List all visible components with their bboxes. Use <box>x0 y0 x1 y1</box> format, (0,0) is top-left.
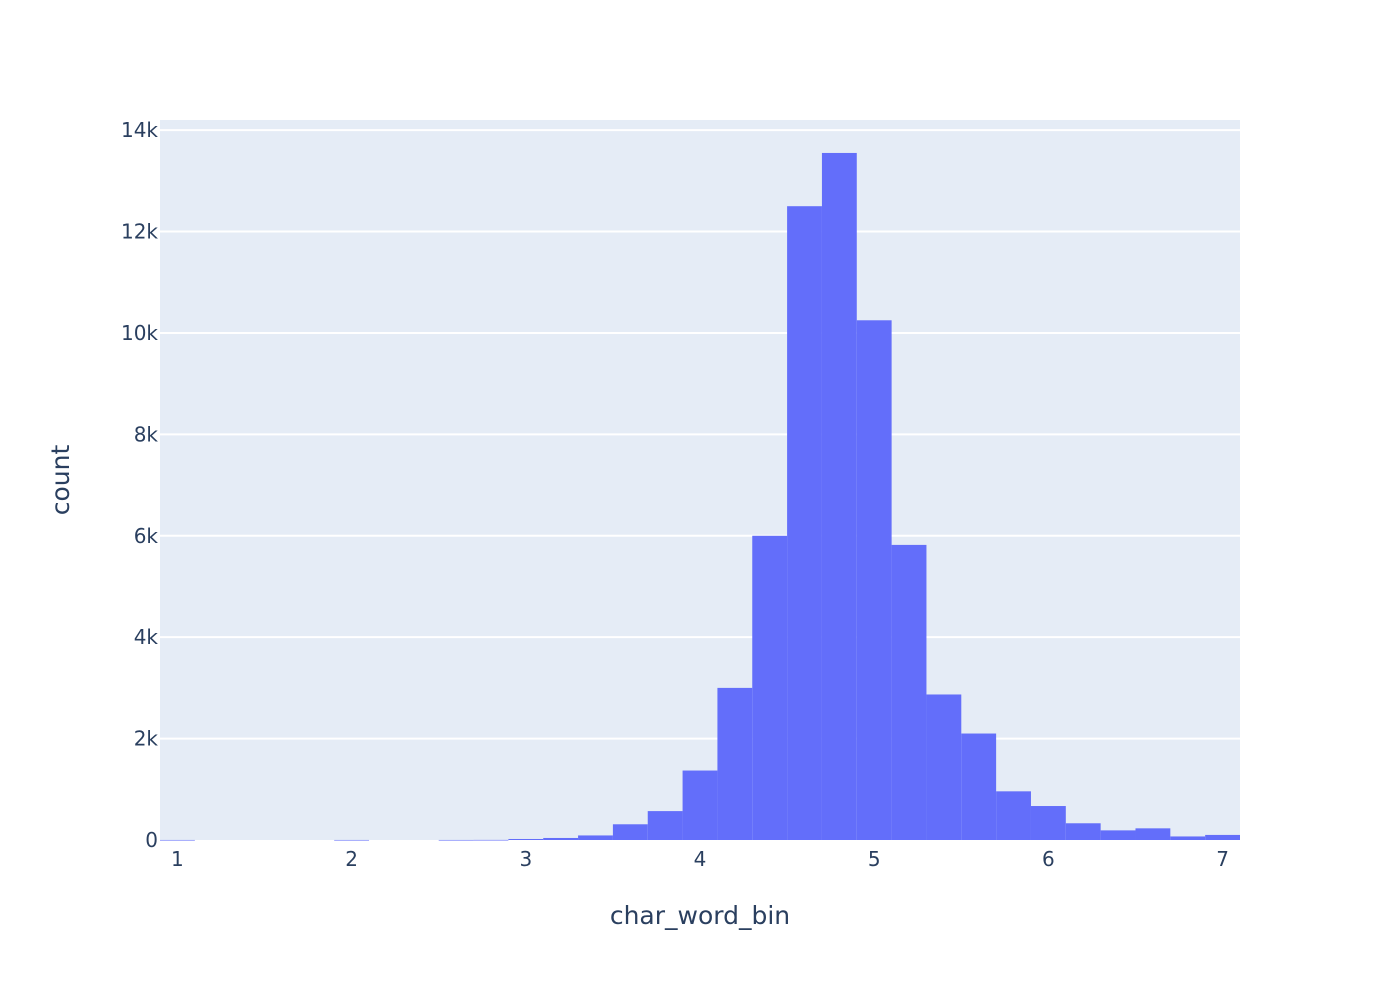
histogram-bar[interactable] <box>996 791 1031 840</box>
grid-lines <box>160 129 1240 740</box>
histogram-bar[interactable] <box>508 838 544 840</box>
y-tick-label: 14k <box>121 118 158 142</box>
histogram-bar[interactable] <box>1100 830 1136 840</box>
y-tick-label: 10k <box>121 321 158 345</box>
histogram-bar[interactable] <box>647 811 683 840</box>
histogram-bar[interactable] <box>717 687 753 840</box>
histogram-bar[interactable] <box>612 824 648 840</box>
y-tick-label: 8k <box>134 422 159 446</box>
histogram-bar[interactable] <box>961 733 997 840</box>
x-axis-title: char_word_bin <box>610 901 790 930</box>
histogram-bar[interactable] <box>1135 828 1171 840</box>
histogram-bar[interactable] <box>821 152 857 840</box>
x-tick-label: 5 <box>868 847 881 871</box>
histogram-bar[interactable] <box>891 544 927 840</box>
histogram-bar[interactable] <box>752 535 788 840</box>
histogram-bar[interactable] <box>334 839 370 841</box>
y-axis-ticks: 0 2k 4k 6k 8k 10k 12k 14k <box>121 118 158 852</box>
histogram-bar[interactable] <box>543 837 579 840</box>
histogram-bar[interactable] <box>787 206 822 840</box>
bars <box>160 152 1240 841</box>
histogram-bar[interactable] <box>578 835 613 840</box>
y-axis-title: count <box>46 445 75 516</box>
y-tick-label: 6k <box>134 524 159 548</box>
histogram-bar[interactable] <box>1065 823 1101 840</box>
y-tick-label: 12k <box>121 220 158 244</box>
histogram-bar[interactable] <box>1030 806 1066 840</box>
x-tick-label: 3 <box>519 847 532 871</box>
x-tick-label: 6 <box>1042 847 1055 871</box>
histogram-bar[interactable] <box>682 770 718 840</box>
histogram-bar[interactable] <box>926 694 962 840</box>
histogram-bar[interactable] <box>160 839 195 841</box>
histogram-bar[interactable] <box>1205 834 1240 840</box>
x-tick-label: 7 <box>1216 847 1229 871</box>
y-tick-label: 4k <box>134 625 159 649</box>
histogram-bar[interactable] <box>1170 836 1206 840</box>
x-axis-ticks: 1 2 3 4 5 6 7 <box>171 847 1229 871</box>
histogram-bar[interactable] <box>473 839 509 841</box>
x-tick-label: 1 <box>171 847 184 871</box>
x-tick-label: 4 <box>694 847 707 871</box>
y-tick-label: 0 <box>145 828 158 852</box>
plot-area <box>160 120 1240 840</box>
histogram-bar[interactable] <box>438 839 474 841</box>
x-tick-label: 2 <box>345 847 358 871</box>
histogram-bar[interactable] <box>856 320 892 840</box>
y-tick-label: 2k <box>134 727 159 751</box>
